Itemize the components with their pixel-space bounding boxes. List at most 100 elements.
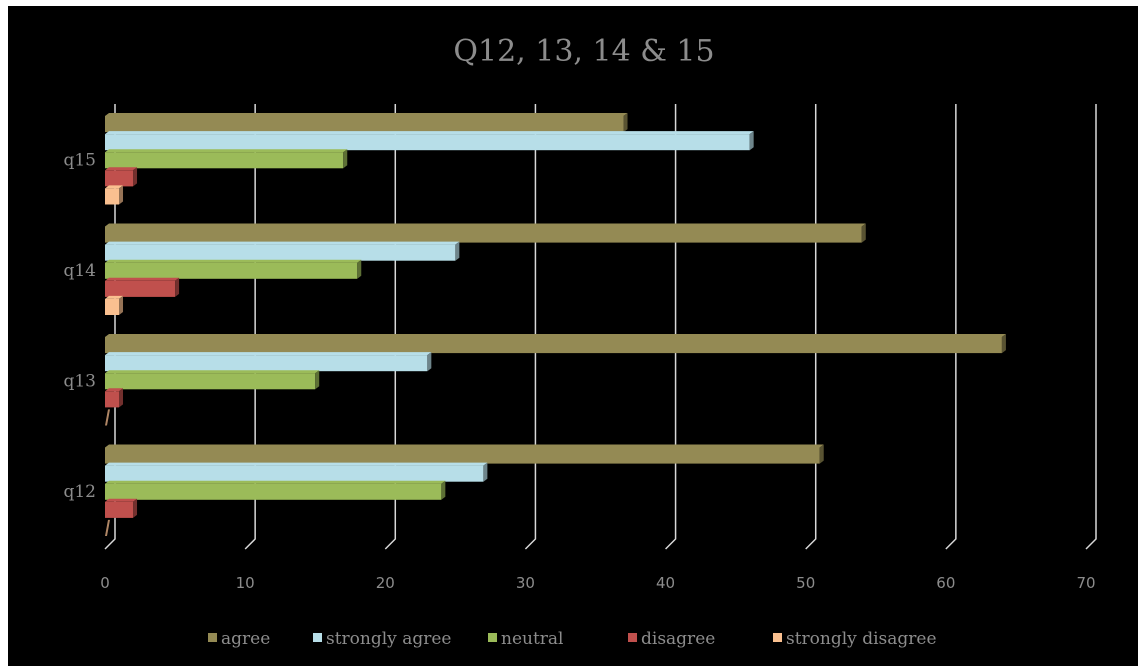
legend: agree strongly agree neutral disagree strong…: [208, 629, 937, 649]
bar-side: [119, 185, 124, 205]
bar-top: [105, 498, 138, 502]
gridline: [524, 104, 537, 550]
bar-top: [105, 223, 866, 227]
legend-swatch: [628, 633, 637, 642]
bar: [105, 409, 110, 426]
chart-title: Q12, 13, 14 & 15: [453, 34, 714, 69]
bar: [105, 241, 460, 261]
bar-chart: Q12, 13, 14 & 15 0 10 20 30 40 50 60 70 q12q13q…: [63, 34, 1097, 649]
bar: [105, 334, 1006, 354]
bar-face: [105, 280, 176, 297]
gridline: [945, 104, 957, 550]
y-category-label: q14: [63, 261, 96, 281]
bar-top: [105, 131, 754, 135]
bar: [105, 167, 138, 187]
x-tick-label: 50: [796, 574, 815, 592]
legend-swatch: [488, 633, 497, 642]
legend-item: agree: [208, 629, 270, 649]
legend-label: disagree: [641, 629, 715, 649]
bar: [105, 519, 110, 536]
bar: [105, 223, 866, 243]
bar-face: [105, 134, 750, 151]
legend-label: strongly disagree: [786, 629, 937, 649]
bar-side: [427, 352, 432, 372]
legend-swatch: [773, 633, 782, 642]
bar-top: [105, 370, 320, 374]
bar-face: [105, 355, 428, 372]
gridline: [805, 104, 817, 550]
bar: [105, 480, 446, 500]
bar-face: [105, 373, 316, 390]
x-tick-label: 60: [936, 574, 955, 592]
bar-top: [105, 295, 124, 299]
bar-top: [105, 388, 124, 392]
legend-swatch: [208, 633, 217, 642]
bar-face: [105, 188, 120, 205]
bar-side: [119, 388, 124, 408]
bar: [105, 131, 754, 151]
bars: [105, 113, 1006, 536]
x-tick-label: 0: [100, 574, 110, 592]
bar-side: [175, 277, 180, 297]
bar: [105, 185, 124, 205]
x-axis-ticks: 0 10 20 30 40 50 60 70: [100, 574, 1095, 592]
bar: [105, 295, 124, 315]
bar-side: [119, 295, 124, 315]
bar-face: [105, 152, 344, 169]
legend-item: strongly agree: [313, 629, 451, 649]
bar-face: [105, 465, 484, 482]
bar-top: [105, 259, 362, 263]
bar: [105, 113, 628, 133]
bar: [105, 277, 180, 297]
bar-face: [105, 409, 110, 426]
bar-side: [357, 259, 362, 279]
bar: [105, 149, 348, 169]
bar-face: [105, 391, 120, 408]
x-tick-label: 40: [656, 574, 675, 592]
bar: [105, 352, 432, 372]
bar-side: [133, 498, 138, 518]
bar-side: [455, 241, 460, 261]
bar-top: [105, 462, 488, 466]
gridline: [1085, 104, 1097, 550]
bar-side: [133, 167, 138, 187]
bar-top: [105, 149, 348, 153]
x-tick-label: 20: [376, 574, 395, 592]
bar: [105, 444, 824, 464]
bar-side: [749, 131, 754, 151]
bar-face: [105, 519, 110, 536]
bar-top: [105, 444, 824, 448]
gridline: [665, 104, 677, 550]
y-axis-categories: q12 q13 q14 q15: [63, 150, 96, 502]
bar-top: [105, 113, 628, 116]
legend-label: neutral: [501, 629, 564, 649]
bar-side: [343, 149, 348, 169]
y-category-label: q13: [63, 371, 96, 391]
bar: [105, 388, 124, 408]
x-tick-label: 70: [1076, 574, 1095, 592]
bar-face: [105, 337, 1002, 354]
bar-face: [105, 262, 358, 279]
legend-item: disagree: [628, 629, 715, 649]
bar-side: [483, 462, 488, 482]
bar: [105, 498, 138, 518]
chart-area: Q12, 13, 14 & 15 0 10 20 30 40 50 60 70 q12 q13 q…: [8, 6, 1138, 666]
y-category-label: q12: [63, 482, 96, 502]
bar-side: [441, 480, 446, 500]
bar-face: [105, 170, 134, 187]
y-category-label: q15: [63, 150, 96, 170]
bar: [105, 370, 320, 390]
bar-top: [105, 480, 446, 484]
x-tick-label: 10: [236, 574, 255, 592]
bar-side: [315, 370, 320, 390]
bar-top: [105, 334, 1006, 337]
bar-side: [623, 113, 628, 133]
legend-swatch: [313, 633, 322, 642]
legend-item: strongly disagree: [773, 629, 937, 649]
bar-face: [105, 447, 820, 464]
bar-face: [105, 116, 624, 133]
legend-label: strongly agree: [326, 629, 451, 649]
bar-face: [105, 298, 120, 315]
gridlines: [104, 104, 1097, 550]
bar-face: [105, 501, 134, 518]
